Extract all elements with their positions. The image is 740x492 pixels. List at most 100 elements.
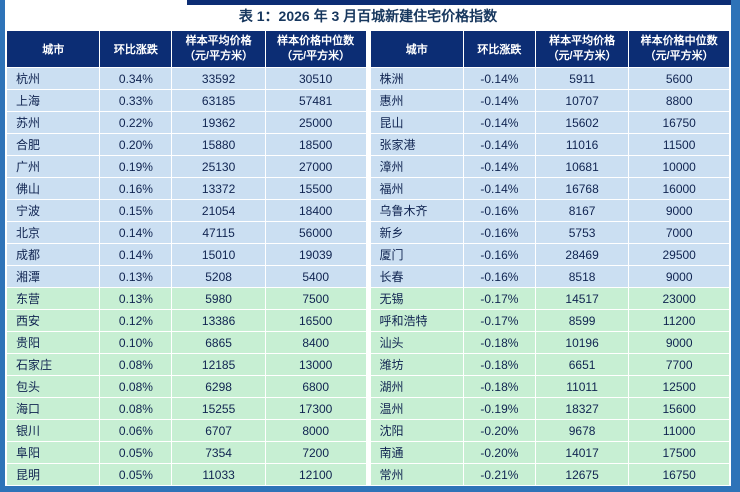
change-cell: -0.14% bbox=[462, 67, 536, 90]
city-cell: 杭州 bbox=[5, 67, 101, 90]
median-price-cell: 25000 bbox=[264, 111, 367, 134]
city-cell: 潍坊 bbox=[369, 353, 464, 376]
median-price-cell: 11500 bbox=[628, 133, 730, 156]
avg-price-cell: 6557 bbox=[534, 485, 630, 486]
median-price-cell: 16500 bbox=[264, 309, 367, 332]
median-price-cell: 9000 bbox=[628, 331, 730, 354]
median-price-cell: 8000 bbox=[264, 419, 367, 442]
city-cell: 昆明 bbox=[5, 463, 101, 486]
change-cell: 0.08% bbox=[99, 353, 173, 376]
table-row: 成都 0.14% 15010 19039 bbox=[5, 243, 367, 266]
table-row: 无锡 -0.17% 14517 23000 bbox=[369, 287, 730, 310]
city-cell: 成都 bbox=[5, 243, 101, 266]
change-cell: 0.33% bbox=[99, 89, 173, 112]
city-cell: 北京 bbox=[5, 221, 101, 244]
table-row: 常州 -0.21% 12675 16750 bbox=[369, 463, 730, 486]
change-cell: 0.16% bbox=[99, 177, 173, 200]
table-row: 贵阳 0.10% 6865 8400 bbox=[5, 331, 367, 354]
change-cell: -0.16% bbox=[462, 265, 536, 288]
median-price-cell: 5400 bbox=[264, 265, 367, 288]
avg-price-cell: 8599 bbox=[534, 309, 630, 332]
median-price-cell: 13000 bbox=[264, 485, 367, 486]
avg-price-cell: 18327 bbox=[534, 397, 630, 420]
change-cell: -0.18% bbox=[462, 375, 536, 398]
city-cell: 株洲 bbox=[369, 67, 464, 90]
city-cell: 德州 bbox=[369, 485, 464, 486]
city-cell: 阜阳 bbox=[5, 441, 101, 464]
avg-price-cell: 9678 bbox=[534, 419, 630, 442]
change-cell: -0.16% bbox=[462, 199, 536, 222]
change-cell: -0.17% bbox=[462, 287, 536, 310]
avg-price-cell: 63185 bbox=[171, 89, 266, 112]
avg-price-cell: 11011 bbox=[534, 375, 630, 398]
avg-price-cell: 10681 bbox=[534, 155, 630, 178]
median-price-cell: 13000 bbox=[264, 353, 367, 376]
avg-price-cell: 14517 bbox=[534, 287, 630, 310]
avg-price-cell: 8518 bbox=[534, 265, 630, 288]
avg-price-cell: 13386 bbox=[171, 309, 266, 332]
city-cell: 广州 bbox=[5, 155, 101, 178]
avg-price-cell: 25130 bbox=[171, 155, 266, 178]
table-row: 广州 0.19% 25130 27000 bbox=[5, 155, 367, 178]
table-row: 阜阳 0.05% 7354 7200 bbox=[5, 441, 367, 464]
median-price-cell: 10000 bbox=[628, 155, 730, 178]
change-cell: -0.18% bbox=[462, 353, 536, 376]
city-cell: 福州 bbox=[369, 177, 464, 200]
table-row: 湖州 -0.18% 11011 12500 bbox=[369, 375, 730, 398]
change-cell: -0.19% bbox=[462, 397, 536, 420]
change-cell: 0.10% bbox=[99, 331, 173, 354]
table-row: 汕头 -0.18% 10196 9000 bbox=[369, 331, 730, 354]
price-table-right: 城市 环比涨跌 样本平均价格 （元/平方米） 样本价格中位数 （元/平方米） 株洲 -0.14… bbox=[369, 30, 731, 486]
table-row: 东营 0.13% 5980 7500 bbox=[5, 287, 367, 310]
avg-price-cell: 6865 bbox=[171, 331, 266, 354]
median-price-cell: 17500 bbox=[628, 441, 730, 464]
median-price-cell: 16750 bbox=[628, 111, 730, 134]
median-price-cell: 18400 bbox=[264, 199, 367, 222]
table-row: 厦门 -0.16% 28469 29500 bbox=[369, 243, 730, 266]
table-title: 表 1：2026 年 3 月百城新建住宅价格指数 bbox=[238, 8, 498, 24]
table-row: 沈阳 -0.20% 9678 11000 bbox=[369, 419, 730, 442]
avg-price-cell: 6298 bbox=[171, 375, 266, 398]
change-cell: -0.16% bbox=[462, 221, 536, 244]
table-row: 新乡 -0.16% 5753 7000 bbox=[369, 221, 730, 244]
table-row: 宁波 0.15% 21054 18400 bbox=[5, 199, 367, 222]
median-price-cell: 29500 bbox=[628, 243, 730, 266]
table-row: 石家庄 0.08% 12185 13000 bbox=[5, 353, 367, 376]
median-price-cell: 7700 bbox=[628, 353, 730, 376]
table-row: 湘潭 0.13% 5208 5400 bbox=[5, 265, 367, 288]
median-price-cell bbox=[628, 485, 730, 486]
table-row: 北京 0.14% 47115 56000 bbox=[5, 221, 367, 244]
table-row: 长春 -0.16% 8518 9000 bbox=[369, 265, 730, 288]
table-row: 银川 0.06% 6707 8000 bbox=[5, 419, 367, 442]
city-cell: 惠州 bbox=[369, 89, 464, 112]
table-row: 包头 0.08% 6298 6800 bbox=[5, 375, 367, 398]
table-row: 乌鲁木齐 -0.16% 8167 9000 bbox=[369, 199, 730, 222]
city-cell: 石家庄 bbox=[5, 353, 101, 376]
median-price-cell: 18500 bbox=[264, 133, 367, 156]
table-row: 呼和浩特 -0.17% 8599 11200 bbox=[369, 309, 730, 332]
avg-price-cell: 11016 bbox=[534, 133, 630, 156]
median-price-cell: 7200 bbox=[264, 441, 367, 464]
column-header-c-change: 环比涨跌 bbox=[99, 30, 173, 68]
change-cell: 0.34% bbox=[99, 67, 173, 90]
table-row: 上海 0.33% 63185 57481 bbox=[5, 89, 367, 112]
change-cell: 0.05% bbox=[99, 463, 173, 486]
column-header-c-change: 环比涨跌 bbox=[462, 30, 536, 68]
avg-price-cell: 15880 bbox=[171, 133, 266, 156]
avg-price-cell: 11033 bbox=[171, 463, 266, 486]
column-header-c-med: 样本价格中位数 （元/平方米） bbox=[628, 30, 730, 68]
city-cell: 上海 bbox=[5, 89, 101, 112]
table-row: 福州 -0.14% 16768 16000 bbox=[369, 177, 730, 200]
change-cell: 0.20% bbox=[99, 133, 173, 156]
city-cell: 湖州 bbox=[369, 375, 464, 398]
median-price-cell: 8800 bbox=[628, 89, 730, 112]
change-cell: 0.06% bbox=[99, 419, 173, 442]
change-cell: 0.14% bbox=[99, 221, 173, 244]
change-cell: 0.22% bbox=[99, 111, 173, 134]
median-price-cell: 15600 bbox=[628, 397, 730, 420]
header-row: 城市 环比涨跌 样本平均价格 （元/平方米） 样本价格中位数 （元/平方米） bbox=[369, 30, 730, 68]
median-price-cell: 57481 bbox=[264, 89, 367, 112]
avg-price-cell: 10196 bbox=[534, 331, 630, 354]
city-cell: 合肥 bbox=[5, 133, 101, 156]
city-cell: 南通 bbox=[369, 441, 464, 464]
